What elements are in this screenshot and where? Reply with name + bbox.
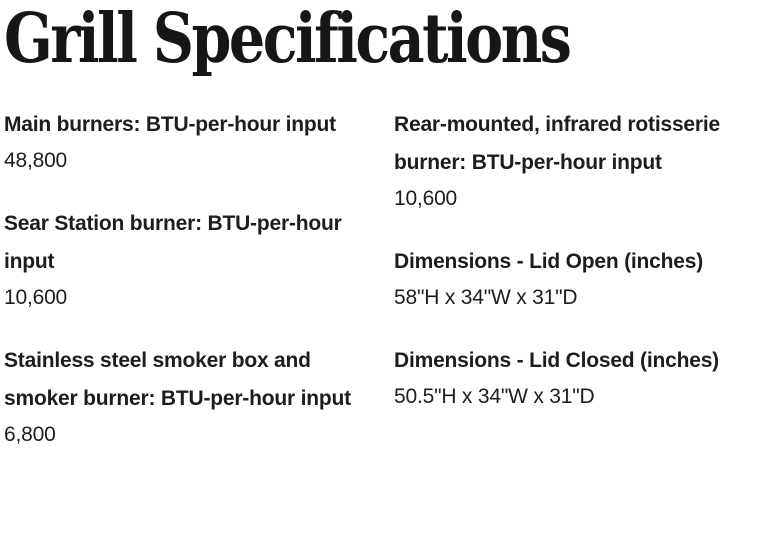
spec-item-rotisserie-burner: Rear-mounted, infrared rotisserie burner…: [394, 106, 764, 216]
spec-value: 48,800: [4, 149, 68, 172]
spec-item-main-burners: Main burners: BTU-per-hour input 48,800: [4, 106, 384, 178]
spec-label: Dimensions - Lid Open (inches): [394, 250, 704, 273]
spec-columns: Main burners: BTU-per-hour input 48,800 …: [4, 106, 764, 452]
spec-value: 6,800: [4, 423, 56, 446]
spec-value: 58"H x 34"W x 31"D: [394, 286, 578, 309]
spec-item-dimensions-lid-closed: Dimensions - Lid Closed (inches) 50.5"H …: [394, 342, 764, 414]
spec-label: Dimensions - Lid Closed (inches): [394, 349, 719, 372]
spec-value: 10,600: [394, 187, 458, 210]
spec-value: 10,600: [4, 286, 68, 309]
spec-value: 50.5"H x 34"W x 31"D: [394, 385, 595, 408]
spec-label: Sear Station burner: BTU-per-hour input: [4, 212, 342, 273]
spec-label: Main burners: BTU-per-hour input: [4, 113, 336, 136]
spec-label: Stainless steel smoker box and smoker bu…: [4, 349, 351, 410]
spec-item-dimensions-lid-open: Dimensions - Lid Open (inches) 58"H x 34…: [394, 243, 764, 315]
spec-item-sear-station: Sear Station burner: BTU-per-hour input …: [4, 205, 384, 315]
spec-label: Rear-mounted, infrared rotisserie burner…: [394, 113, 720, 174]
spec-item-smoker-burner: Stainless steel smoker box and smoker bu…: [4, 342, 384, 452]
page-title: Grill Specifications: [4, 0, 572, 79]
spec-page: Grill Specifications Main burners: BTU-p…: [4, 0, 764, 452]
spec-column-right: Rear-mounted, infrared rotisserie burner…: [394, 106, 764, 414]
spec-column-left: Main burners: BTU-per-hour input 48,800 …: [4, 106, 384, 452]
